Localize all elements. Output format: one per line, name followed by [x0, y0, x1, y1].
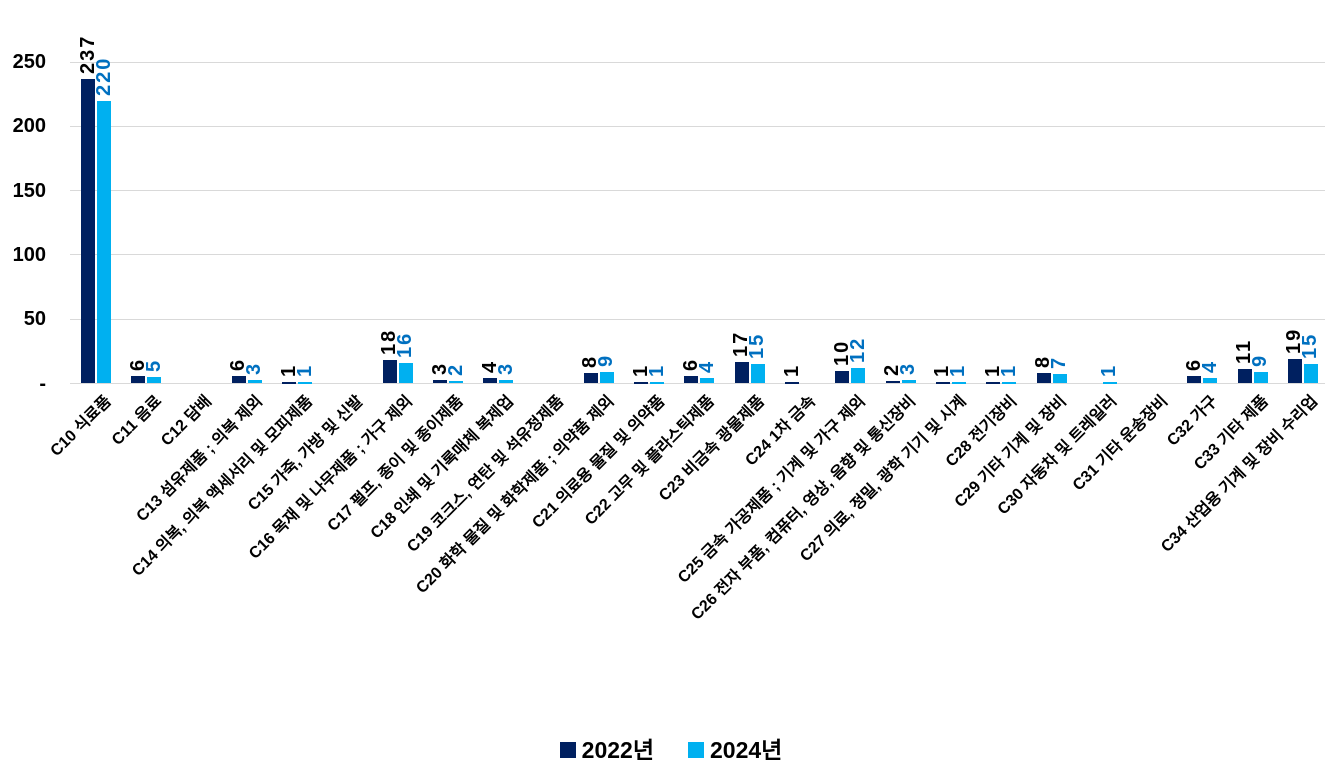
- legend-swatch-2022-icon: [559, 742, 576, 758]
- bar-value-label: 1: [997, 363, 1020, 377]
- bar-value-label: 3: [243, 361, 266, 375]
- bar-2022년: [634, 382, 649, 384]
- bar-value-label: 15: [746, 332, 769, 360]
- bar-2024년: [147, 377, 162, 384]
- bar-2022년: [583, 373, 598, 384]
- bar-2022년: [231, 375, 246, 384]
- bar-2024년: [951, 382, 966, 384]
- bar-value-label: 1: [780, 363, 803, 377]
- bar-value-label: 4: [695, 360, 718, 374]
- x-axis-category-label: C10 식료품: [47, 392, 115, 460]
- bar-2022년: [1237, 369, 1252, 384]
- bar-value-label: 16: [394, 331, 417, 358]
- bar-2024년: [851, 368, 866, 384]
- bar-2024년: [901, 379, 916, 384]
- legend-item-2022: 2022년: [559, 736, 654, 764]
- x-axis-category-label: C14 의복, 의복 액세서리 및 모피제품: [128, 392, 316, 580]
- bar-value-label: 3: [494, 361, 517, 375]
- bar-value-label: 9: [1249, 353, 1272, 367]
- bar-2022년: [382, 360, 397, 384]
- bar-value-label: 2: [444, 362, 467, 376]
- bar-2024년: [499, 379, 514, 384]
- legend-label-2022: 2022년: [581, 737, 654, 763]
- legend-swatch-2024-icon: [688, 742, 704, 758]
- bar-2024년: [750, 364, 765, 384]
- legend-item-2024: 2024년: [688, 736, 782, 764]
- y-axis-tick-label: 250: [12, 51, 46, 73]
- bar-2022년: [1036, 373, 1051, 384]
- bar-2024년: [599, 371, 614, 384]
- y-axis-tick-label: 200: [12, 115, 46, 138]
- y-axis-tick-label: 100: [12, 243, 46, 266]
- bar-2022년: [986, 382, 1001, 384]
- bar-2024년: [449, 380, 464, 384]
- gridline: [70, 190, 1325, 192]
- bar-2024년: [700, 378, 715, 384]
- bar-value-label: 1: [947, 363, 970, 377]
- bar-2024년: [1102, 382, 1117, 384]
- legend-label-2024: 2024년: [710, 737, 783, 763]
- legend: 2022년 2024년: [0, 736, 1342, 764]
- bar-value-label: 220: [92, 56, 115, 96]
- bar-2022년: [734, 361, 749, 384]
- gridline: [70, 318, 1325, 320]
- bar-2024년: [298, 382, 313, 384]
- y-axis-tick-label: 150: [12, 179, 46, 202]
- bar-2022년: [483, 378, 498, 384]
- bar-value-label: 12: [846, 336, 869, 364]
- x-axis-category-label: C25 금속 가공제품 ; 기계 및 가구 제외: [675, 392, 870, 587]
- bar-value-label: 15: [1299, 332, 1322, 360]
- x-axis-category-label: C31 기타 운송장비: [1069, 392, 1171, 495]
- bar-2024년: [1002, 382, 1017, 384]
- bar-2024년: [398, 362, 413, 384]
- gridline: [70, 254, 1325, 256]
- bar-2022년: [935, 382, 950, 384]
- bar-2022년: [433, 379, 448, 384]
- bar-2024년: [1253, 371, 1268, 384]
- gridline: [70, 61, 1325, 63]
- bar-2022년: [835, 370, 850, 384]
- bar-2022년: [81, 78, 95, 384]
- bar-2024년: [1203, 378, 1218, 384]
- bar-2024년: [650, 382, 665, 384]
- gridline: [70, 125, 1325, 127]
- bar-2024년: [247, 379, 262, 384]
- bar-value-label: 5: [142, 358, 165, 373]
- bar-2024년: [1052, 374, 1067, 384]
- bar-2024년: [97, 100, 111, 384]
- bar-2022년: [1187, 375, 1202, 384]
- bar-value-label: 1: [1098, 363, 1121, 377]
- bar-value-label: 7: [1048, 356, 1070, 370]
- y-axis-tick-label: 50: [23, 308, 46, 331]
- y-axis-tick-label: -: [39, 372, 46, 395]
- gridline: [70, 383, 1325, 384]
- bar-value-label: 1: [293, 363, 316, 377]
- bar-2022년: [282, 382, 297, 384]
- bar-value-label: 4: [1198, 360, 1221, 374]
- bar-2022년: [785, 382, 800, 384]
- bar-value-label: 3: [897, 361, 920, 375]
- bar-2024년: [1303, 364, 1318, 384]
- bar-2022년: [885, 380, 900, 384]
- bar-value-label: 9: [595, 353, 618, 367]
- bar-2022년: [131, 375, 146, 384]
- bar-2022년: [684, 375, 699, 384]
- bar-value-label: 1: [645, 363, 668, 377]
- bar-2022년: [1287, 359, 1302, 384]
- x-axis-category-label: C11 음료: [108, 392, 166, 449]
